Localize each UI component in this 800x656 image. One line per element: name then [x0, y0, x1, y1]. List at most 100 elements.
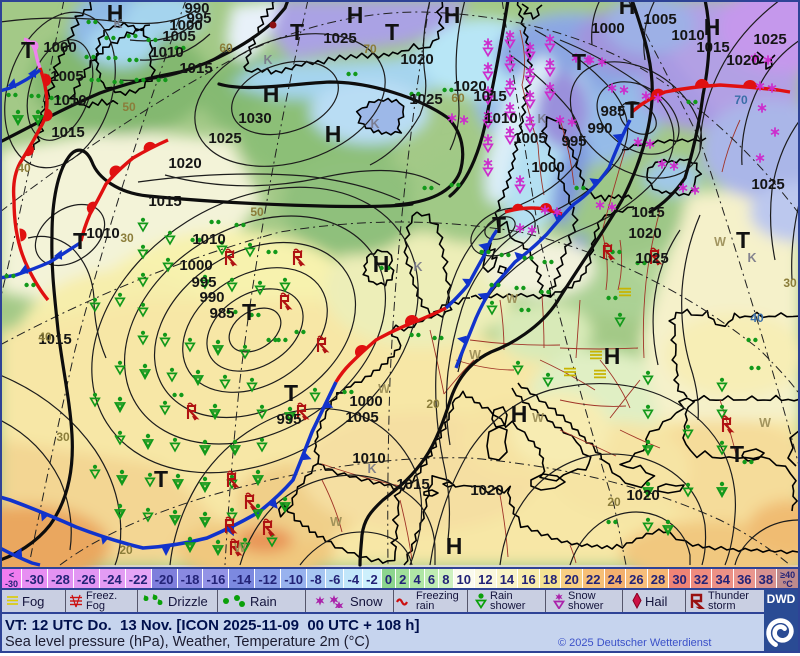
svg-text:1000: 1000 — [43, 39, 76, 56]
svg-text:1015: 1015 — [631, 204, 664, 221]
svg-text:1025: 1025 — [635, 250, 668, 267]
svg-text:T: T — [730, 441, 744, 467]
svg-text:T: T — [290, 19, 304, 45]
svg-text:1020: 1020 — [628, 225, 661, 242]
svg-text:990: 990 — [199, 289, 224, 306]
svg-text:H: H — [446, 533, 463, 559]
svg-text:K: K — [370, 117, 379, 131]
svg-text:H: H — [619, 2, 636, 19]
svg-text:40: 40 — [17, 161, 31, 175]
svg-text:20: 20 — [119, 543, 133, 557]
svg-text:W: W — [714, 235, 726, 249]
svg-text:1020: 1020 — [400, 51, 433, 68]
svg-text:H: H — [347, 2, 364, 28]
svg-text:60: 60 — [451, 91, 465, 105]
svg-text:1010: 1010 — [150, 44, 183, 61]
svg-text:1000: 1000 — [349, 393, 382, 410]
svg-text:1015: 1015 — [148, 193, 181, 210]
svg-text:1025: 1025 — [208, 130, 241, 147]
svg-text:K: K — [413, 260, 422, 274]
svg-text:40: 40 — [38, 330, 52, 344]
svg-text:1015: 1015 — [38, 331, 71, 348]
svg-text:W: W — [330, 515, 342, 529]
svg-text:K: K — [367, 462, 376, 476]
svg-text:40: 40 — [750, 311, 764, 325]
svg-text:K: K — [263, 53, 272, 67]
svg-text:1020: 1020 — [726, 52, 759, 69]
svg-text:H: H — [704, 14, 721, 40]
svg-text:1000: 1000 — [531, 159, 564, 176]
svg-text:60: 60 — [219, 41, 233, 55]
svg-text:T: T — [385, 19, 399, 45]
svg-text:K: K — [113, 17, 122, 31]
svg-text:1020: 1020 — [168, 155, 201, 172]
svg-text:30: 30 — [120, 231, 134, 245]
svg-text:W: W — [759, 416, 771, 430]
svg-text:20: 20 — [607, 495, 621, 509]
svg-text:30: 30 — [56, 430, 70, 444]
svg-text:1005: 1005 — [345, 409, 378, 426]
svg-text:T: T — [21, 37, 35, 63]
svg-text:1025: 1025 — [751, 176, 784, 193]
svg-text:T: T — [242, 299, 256, 325]
svg-text:1015: 1015 — [179, 60, 212, 77]
svg-text:T: T — [154, 466, 168, 492]
svg-text:1015: 1015 — [396, 476, 429, 493]
svg-text:1025: 1025 — [409, 91, 442, 108]
svg-text:1000: 1000 — [179, 257, 212, 274]
svg-text:T: T — [625, 97, 639, 123]
svg-text:1025: 1025 — [753, 31, 786, 48]
svg-text:995: 995 — [276, 411, 301, 428]
svg-text:1030: 1030 — [238, 110, 271, 127]
svg-text:1025: 1025 — [323, 30, 356, 47]
svg-text:1005: 1005 — [513, 130, 546, 147]
svg-text:1020: 1020 — [470, 482, 503, 499]
svg-text:1015: 1015 — [696, 39, 729, 56]
svg-text:1020: 1020 — [453, 78, 486, 95]
svg-text:T: T — [73, 228, 87, 254]
svg-text:985: 985 — [600, 103, 625, 120]
svg-text:H: H — [107, 2, 124, 26]
svg-text:20: 20 — [426, 397, 440, 411]
svg-text:H: H — [604, 343, 621, 369]
svg-text:1015: 1015 — [51, 124, 84, 141]
svg-text:H: H — [373, 251, 390, 277]
svg-text:1010: 1010 — [53, 92, 86, 109]
svg-text:1000: 1000 — [591, 20, 624, 37]
svg-text:K: K — [537, 112, 546, 126]
svg-text:W: W — [506, 292, 518, 306]
svg-text:1000: 1000 — [169, 17, 202, 34]
svg-text:1010: 1010 — [484, 110, 517, 127]
svg-text:1020: 1020 — [626, 487, 659, 504]
svg-text:W: W — [532, 411, 544, 425]
svg-text:995: 995 — [561, 133, 586, 150]
svg-text:1010: 1010 — [671, 27, 704, 44]
svg-text:1005: 1005 — [643, 11, 676, 28]
svg-text:990: 990 — [587, 120, 612, 137]
svg-text:T: T — [284, 380, 298, 406]
svg-text:W: W — [469, 348, 481, 362]
svg-text:H: H — [325, 121, 342, 147]
svg-text:H: H — [444, 2, 461, 28]
svg-text:50: 50 — [250, 205, 264, 219]
svg-text:DWD: DWD — [767, 592, 796, 606]
svg-text:1010: 1010 — [86, 225, 119, 242]
svg-text:995: 995 — [186, 10, 211, 27]
svg-text:70: 70 — [734, 93, 748, 107]
svg-text:995: 995 — [191, 274, 216, 291]
svg-text:1010: 1010 — [352, 450, 385, 467]
svg-text:1010: 1010 — [192, 231, 225, 248]
svg-text:985: 985 — [209, 305, 234, 322]
svg-text:1005: 1005 — [162, 28, 195, 45]
svg-text:K: K — [747, 251, 756, 265]
svg-text:T: T — [736, 227, 750, 253]
svg-text:T: T — [572, 49, 586, 75]
svg-text:1015: 1015 — [473, 88, 506, 105]
svg-text:H: H — [511, 401, 528, 427]
svg-text:990: 990 — [184, 2, 209, 17]
svg-text:1005: 1005 — [50, 68, 83, 85]
svg-text:70: 70 — [363, 42, 377, 56]
svg-text:30: 30 — [783, 276, 797, 290]
svg-text:T: T — [492, 212, 506, 238]
svg-text:50: 50 — [122, 100, 136, 114]
